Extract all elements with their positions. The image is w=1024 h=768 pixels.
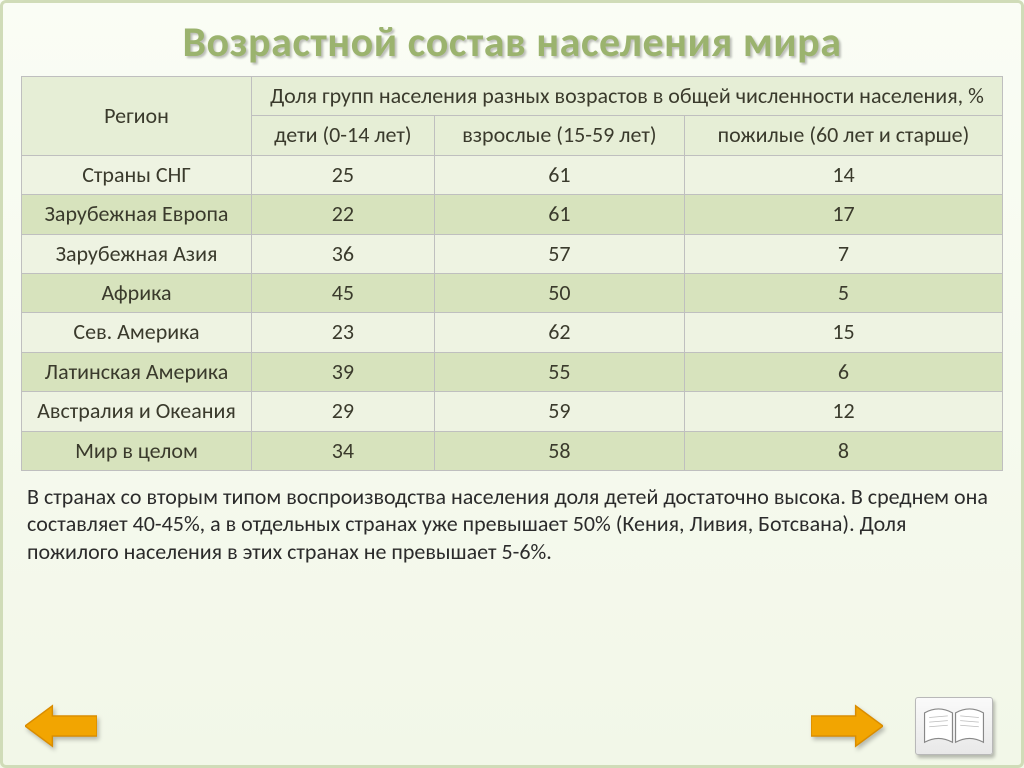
cell-region: Сев. Америка [22, 313, 252, 352]
table-row: Страны СНГ256114 [22, 155, 1003, 194]
cell-children: 36 [252, 234, 435, 273]
cell-adults: 58 [434, 431, 684, 470]
col-elderly-header: пожилые (60 лет и старше) [684, 116, 1002, 155]
cell-elderly: 8 [684, 431, 1002, 470]
cell-region: Зарубежная Европа [22, 195, 252, 234]
back-arrow-icon[interactable] [25, 702, 97, 755]
cell-adults: 61 [434, 195, 684, 234]
nav-bar [21, 695, 1003, 755]
page-title: Возрастной состав населения мира [21, 17, 1003, 68]
book-icon[interactable] [915, 697, 993, 755]
forward-arrow-icon[interactable] [811, 702, 883, 755]
table-row: Латинская Америка39556 [22, 352, 1003, 391]
table-row: Зарубежная Европа226117 [22, 195, 1003, 234]
cell-elderly: 5 [684, 273, 1002, 312]
col-group-header: Доля групп населения разных возрастов в … [252, 77, 1003, 116]
cell-adults: 59 [434, 392, 684, 431]
cell-children: 45 [252, 273, 435, 312]
cell-region: Страны СНГ [22, 155, 252, 194]
cell-elderly: 7 [684, 234, 1002, 273]
table-row: Сев. Америка236215 [22, 313, 1003, 352]
cell-elderly: 14 [684, 155, 1002, 194]
cell-adults: 55 [434, 352, 684, 391]
population-table: Регион Доля групп населения разных возра… [21, 76, 1003, 471]
cell-children: 22 [252, 195, 435, 234]
table-row: Мир в целом34588 [22, 431, 1003, 470]
cell-elderly: 6 [684, 352, 1002, 391]
cell-children: 23 [252, 313, 435, 352]
cell-elderly: 17 [684, 195, 1002, 234]
cell-adults: 57 [434, 234, 684, 273]
table-body: Страны СНГ256114Зарубежная Европа226117З… [22, 155, 1003, 470]
cell-region: Австралия и Океания [22, 392, 252, 431]
cell-elderly: 12 [684, 392, 1002, 431]
cell-children: 34 [252, 431, 435, 470]
cell-region: Зарубежная Азия [22, 234, 252, 273]
cell-region: Мир в целом [22, 431, 252, 470]
cell-children: 39 [252, 352, 435, 391]
table-row: Зарубежная Азия36577 [22, 234, 1003, 273]
cell-adults: 61 [434, 155, 684, 194]
col-adults-header: взрослые (15-59 лет) [434, 116, 684, 155]
cell-children: 25 [252, 155, 435, 194]
cell-region: Латинская Америка [22, 352, 252, 391]
cell-region: Африка [22, 273, 252, 312]
table-row: Африка45505 [22, 273, 1003, 312]
cell-children: 29 [252, 392, 435, 431]
col-region-header: Регион [22, 77, 252, 156]
cell-elderly: 15 [684, 313, 1002, 352]
cell-adults: 50 [434, 273, 684, 312]
col-children-header: дети (0-14 лет) [252, 116, 435, 155]
cell-adults: 62 [434, 313, 684, 352]
table-row: Австралия и Океания295912 [22, 392, 1003, 431]
caption-text: В странах со вторым типом воспроизводств… [21, 483, 1003, 566]
